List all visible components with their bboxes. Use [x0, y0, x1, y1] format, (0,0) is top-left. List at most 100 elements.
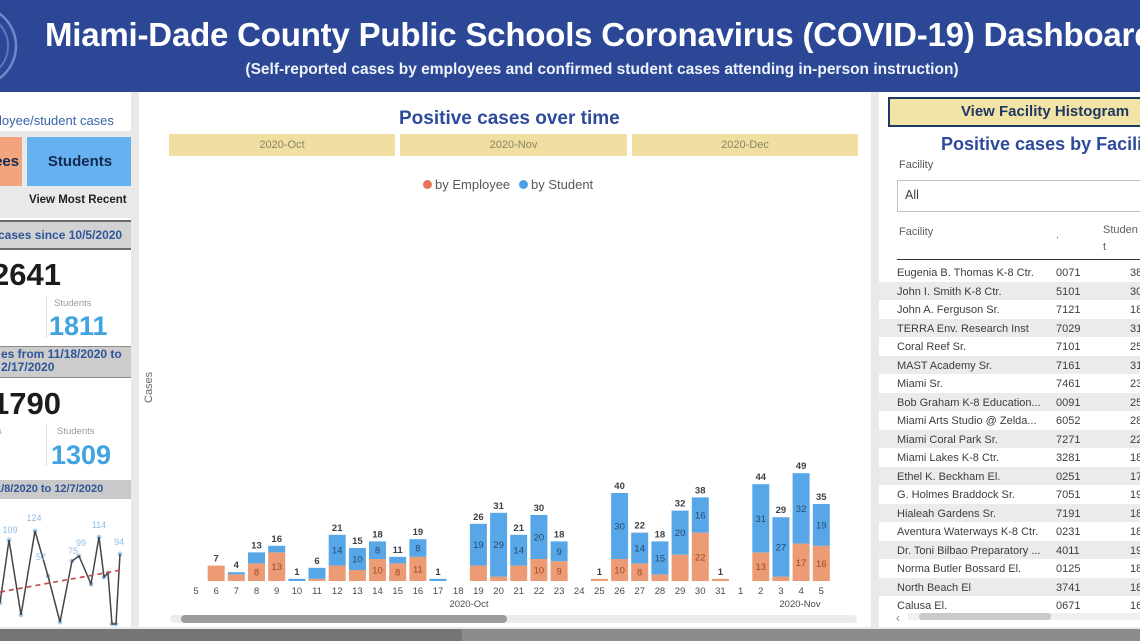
- svg-text:2020-Nov: 2020-Nov: [779, 599, 820, 610]
- svg-text:2: 2: [758, 586, 763, 597]
- svg-text:18: 18: [554, 529, 565, 540]
- svg-text:18: 18: [655, 529, 666, 540]
- svg-text:8: 8: [395, 568, 400, 579]
- svg-text:8: 8: [375, 546, 380, 557]
- svg-text:22: 22: [634, 521, 645, 532]
- svg-text:15: 15: [352, 536, 363, 547]
- svg-text:11: 11: [312, 586, 322, 597]
- svg-text:21: 21: [513, 523, 524, 534]
- svg-text:19: 19: [816, 520, 827, 531]
- svg-text:31: 31: [493, 501, 504, 512]
- svg-text:18: 18: [453, 586, 464, 597]
- svg-text:2020-Oct: 2020-Oct: [449, 599, 488, 610]
- svg-text:94: 94: [114, 537, 124, 547]
- svg-text:27: 27: [634, 586, 645, 597]
- svg-text:13: 13: [251, 540, 262, 551]
- svg-text:15: 15: [655, 553, 666, 564]
- svg-text:99: 99: [76, 538, 86, 548]
- svg-text:4: 4: [798, 586, 803, 597]
- svg-text:19: 19: [413, 527, 424, 538]
- svg-text:19: 19: [473, 586, 484, 597]
- svg-text:19: 19: [473, 540, 484, 551]
- svg-text:30: 30: [695, 586, 706, 597]
- svg-text:114: 114: [92, 520, 106, 530]
- svg-text:35: 35: [816, 492, 827, 503]
- svg-text:38: 38: [695, 485, 706, 496]
- svg-text:15: 15: [392, 586, 403, 597]
- svg-text:20: 20: [534, 533, 545, 544]
- svg-text:22: 22: [534, 586, 545, 597]
- svg-text:14: 14: [513, 546, 524, 557]
- svg-text:21: 21: [513, 586, 524, 597]
- svg-text:31: 31: [715, 586, 726, 597]
- svg-text:10: 10: [352, 555, 363, 566]
- svg-text:10: 10: [372, 566, 383, 577]
- svg-text:17: 17: [796, 558, 807, 569]
- svg-text:1: 1: [294, 567, 300, 578]
- svg-text:6: 6: [214, 586, 219, 597]
- svg-text:18: 18: [372, 529, 383, 540]
- svg-text:9: 9: [556, 567, 561, 578]
- svg-text:9: 9: [274, 586, 279, 597]
- svg-text:10: 10: [292, 586, 303, 597]
- svg-text:124: 124: [26, 513, 41, 523]
- svg-text:16: 16: [816, 559, 827, 570]
- svg-text:7: 7: [214, 554, 219, 565]
- svg-text:17: 17: [433, 586, 444, 597]
- svg-text:24: 24: [574, 586, 585, 597]
- svg-text:16: 16: [695, 511, 706, 522]
- svg-text:9: 9: [556, 547, 561, 558]
- svg-text:109: 109: [2, 525, 17, 535]
- svg-text:13: 13: [756, 562, 767, 573]
- svg-text:32: 32: [796, 504, 807, 515]
- svg-text:6: 6: [314, 556, 319, 567]
- svg-text:21: 21: [332, 523, 343, 534]
- svg-text:14: 14: [372, 586, 383, 597]
- svg-text:13: 13: [271, 562, 282, 573]
- svg-text:26: 26: [614, 586, 625, 597]
- svg-text:14: 14: [332, 546, 343, 557]
- svg-text:31: 31: [756, 514, 767, 525]
- svg-text:8: 8: [637, 568, 642, 579]
- svg-text:11: 11: [413, 564, 423, 575]
- svg-text:12: 12: [332, 586, 343, 597]
- svg-text:14: 14: [634, 544, 645, 555]
- svg-text:11: 11: [393, 545, 404, 556]
- svg-text:8: 8: [415, 544, 420, 555]
- svg-text:27: 27: [776, 542, 787, 553]
- svg-text:75: 75: [68, 546, 78, 556]
- svg-text:23: 23: [554, 586, 565, 597]
- svg-text:28: 28: [655, 586, 666, 597]
- svg-text:32: 32: [675, 499, 686, 510]
- svg-text:16: 16: [413, 586, 424, 597]
- svg-text:5: 5: [193, 586, 198, 597]
- svg-text:30: 30: [614, 522, 625, 533]
- svg-text:40: 40: [614, 481, 625, 492]
- svg-text:44: 44: [756, 472, 767, 483]
- svg-text:7: 7: [234, 586, 239, 597]
- svg-text:57: 57: [36, 552, 46, 562]
- svg-text:30: 30: [534, 503, 545, 514]
- svg-text:1: 1: [738, 586, 743, 597]
- svg-text:10: 10: [534, 566, 545, 577]
- svg-text:20: 20: [675, 528, 686, 539]
- svg-text:49: 49: [796, 461, 807, 472]
- svg-text:29: 29: [675, 586, 686, 597]
- svg-text:8: 8: [254, 568, 259, 579]
- svg-text:10: 10: [614, 566, 625, 577]
- svg-text:29: 29: [776, 505, 787, 516]
- svg-text:22: 22: [695, 552, 706, 563]
- svg-text:3: 3: [778, 586, 783, 597]
- svg-text:8: 8: [254, 586, 259, 597]
- svg-text:1: 1: [718, 567, 724, 578]
- svg-text:1: 1: [435, 567, 441, 578]
- svg-text:20: 20: [493, 586, 504, 597]
- svg-text:5: 5: [819, 586, 824, 597]
- svg-text:26: 26: [473, 512, 484, 523]
- svg-text:4: 4: [234, 560, 240, 571]
- svg-text:13: 13: [352, 586, 363, 597]
- svg-text:29: 29: [493, 540, 504, 551]
- svg-text:1: 1: [597, 567, 603, 578]
- svg-text:16: 16: [271, 534, 282, 545]
- svg-text:25: 25: [594, 586, 605, 597]
